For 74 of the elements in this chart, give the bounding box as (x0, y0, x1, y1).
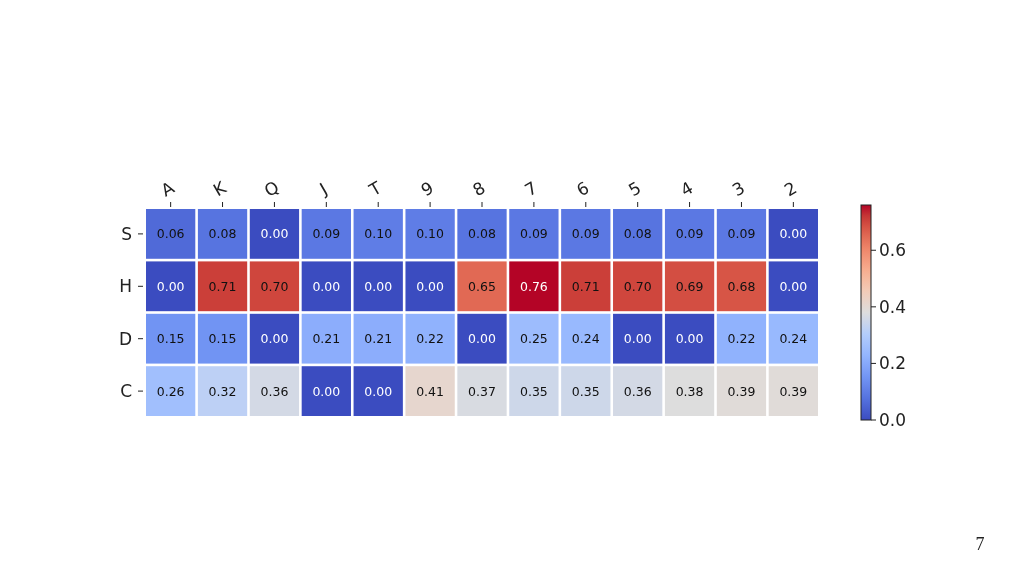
x-tick-label: 8 (469, 177, 489, 201)
data-label: 0.00 (260, 226, 289, 242)
x-tick-label: 4 (676, 177, 697, 201)
y-tick-label: S (121, 223, 132, 244)
data-label: 0.09 (571, 226, 600, 242)
y-tick-label: H (119, 276, 132, 297)
data-label: 0.38 (675, 383, 704, 399)
data-label: 0.09 (727, 226, 756, 242)
data-label: 0.76 (519, 278, 548, 294)
x-tick-label: 5 (624, 177, 645, 201)
data-label: 0.10 (364, 226, 393, 242)
data-label: 0.32 (208, 383, 237, 399)
data-label: 0.39 (779, 383, 808, 399)
x-tick-label: K (209, 176, 231, 201)
x-tick-label: 2 (780, 177, 801, 201)
data-label: 0.08 (468, 226, 496, 242)
y-tick-label: C (120, 381, 132, 402)
data-label: 0.00 (675, 331, 704, 347)
data-label: 0.36 (623, 383, 652, 399)
data-label: 0.00 (364, 278, 393, 294)
x-tick-label: T (364, 177, 386, 201)
color-bar-label: 0.0 (879, 410, 907, 430)
x-tick-label: 9 (417, 177, 437, 201)
y-tick-label: D (118, 328, 132, 349)
data-label: 0.06 (156, 226, 185, 242)
data-label: 0.24 (779, 331, 808, 347)
data-label: 0.35 (519, 383, 548, 399)
data-label: 0.25 (519, 331, 548, 347)
data-label: 0.69 (675, 278, 704, 294)
color-bar-label: 0.6 (879, 240, 907, 261)
data-label: 0.08 (208, 226, 237, 242)
data-label: 0.08 (623, 226, 652, 242)
data-label: 0.00 (416, 278, 445, 294)
x-tick-label: 6 (573, 177, 593, 201)
data-label: 0.71 (208, 278, 237, 294)
data-label: 0.00 (312, 278, 341, 294)
data-label: 0.00 (364, 383, 393, 399)
data-label: 0.21 (312, 331, 341, 347)
data-label: 0.00 (156, 278, 185, 294)
data-label: 0.00 (623, 331, 652, 347)
color-bar-label: 0.2 (879, 353, 907, 374)
data-label: 0.41 (416, 383, 445, 399)
data-label: 0.00 (468, 331, 496, 347)
data-label: 0.71 (571, 278, 600, 294)
data-label: 0.09 (312, 226, 341, 242)
data-label: 0.09 (675, 226, 704, 242)
data-label: 0.10 (416, 226, 445, 242)
data-label: 0.36 (260, 383, 289, 399)
data-label: 0.65 (468, 278, 496, 294)
data-label: 0.09 (519, 226, 548, 242)
data-label: 0.00 (779, 278, 808, 294)
data-label: 0.70 (260, 278, 289, 294)
data-label: 0.35 (571, 383, 600, 399)
data-label: 0.15 (156, 331, 185, 347)
data-label: 0.37 (468, 383, 496, 399)
x-tick-label: A (157, 177, 178, 201)
color-bar-label: 0.4 (879, 296, 907, 317)
data-label: 0.00 (779, 226, 808, 242)
x-tick-label: 7 (521, 177, 541, 201)
data-label: 0.22 (416, 331, 445, 347)
data-label: 0.15 (208, 331, 237, 347)
data-label: 0.00 (260, 331, 289, 347)
data-label: 0.22 (727, 331, 756, 347)
data-label: 0.26 (156, 383, 185, 399)
data-label: 0.00 (312, 383, 341, 399)
text: 7 (975, 534, 985, 554)
data-label: 0.70 (623, 278, 652, 294)
x-tick-label: 3 (728, 177, 749, 201)
data-label: 0.24 (571, 331, 600, 347)
x-tick-label: Q (260, 176, 283, 201)
data-label: 0.68 (727, 278, 756, 294)
x-tick-label: J (315, 178, 331, 200)
data-label: 0.39 (727, 383, 756, 399)
data-label: 0.21 (364, 331, 393, 347)
